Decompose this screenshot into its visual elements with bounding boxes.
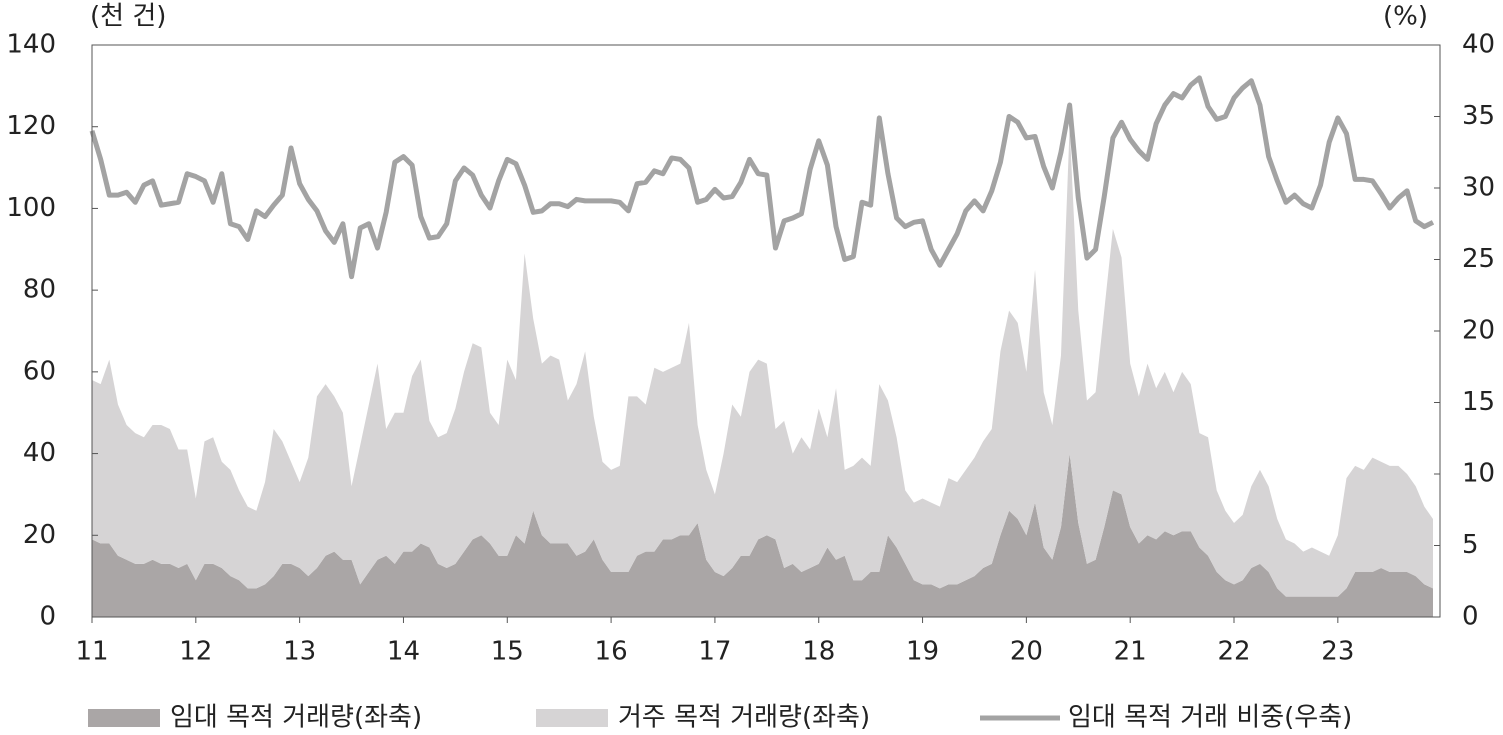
x-tick-label: 22: [1217, 637, 1250, 667]
x-tick-label: 16: [595, 637, 628, 667]
y-tick-label: 120: [6, 111, 56, 141]
x-tick-label: 12: [179, 637, 212, 667]
y-axis-unit: (천 건): [90, 2, 166, 32]
plot-area: [89, 75, 1435, 617]
legend-label: 임대 목적 거래량(좌축): [170, 703, 422, 733]
x-tick-label: 15: [491, 637, 524, 667]
line: [89, 75, 1435, 280]
y2-tick-label: 15: [1462, 387, 1495, 417]
y2-tick-label: 30: [1462, 173, 1495, 203]
x-tick-label: 23: [1321, 637, 1354, 667]
y2-tick-label: 10: [1462, 459, 1495, 489]
x-tick-label: 13: [283, 637, 316, 667]
y2-tick-label: 0: [1462, 602, 1479, 632]
x-tick-label: 20: [1010, 637, 1043, 667]
x-tick-label: 11: [75, 637, 108, 667]
legend-label: 거주 목적 거래량(좌축): [618, 703, 870, 733]
y-tick-label: 60: [23, 356, 56, 386]
y-tick-label: 40: [23, 438, 56, 468]
y2-tick-label: 40: [1462, 30, 1495, 60]
x-tick-label: 18: [802, 637, 835, 667]
y2-tick-label: 25: [1462, 244, 1495, 274]
y2-tick-label: 5: [1462, 530, 1479, 560]
y-tick-label: 100: [6, 193, 56, 223]
y-tick-label: 0: [39, 602, 56, 632]
x-tick-label: 14: [387, 637, 420, 667]
y2-tick-label: 20: [1462, 316, 1495, 346]
y2-tick-label: 35: [1462, 101, 1495, 131]
y-tick-label: 80: [23, 275, 56, 305]
legend-label: 임대 목적 거래 비중(우축): [1068, 703, 1352, 733]
y-tick-label: 20: [23, 520, 56, 550]
area: [92, 453, 1433, 617]
x-tick-label: 17: [698, 637, 731, 667]
legend-swatch: [536, 709, 608, 727]
x-tick-label: 21: [1114, 637, 1147, 667]
y-tick-label: 140: [6, 30, 56, 60]
legend-swatch: [88, 709, 160, 727]
y2-axis-unit: (%): [1383, 2, 1428, 32]
x-tick-label: 19: [906, 637, 939, 667]
area: [92, 126, 1433, 597]
